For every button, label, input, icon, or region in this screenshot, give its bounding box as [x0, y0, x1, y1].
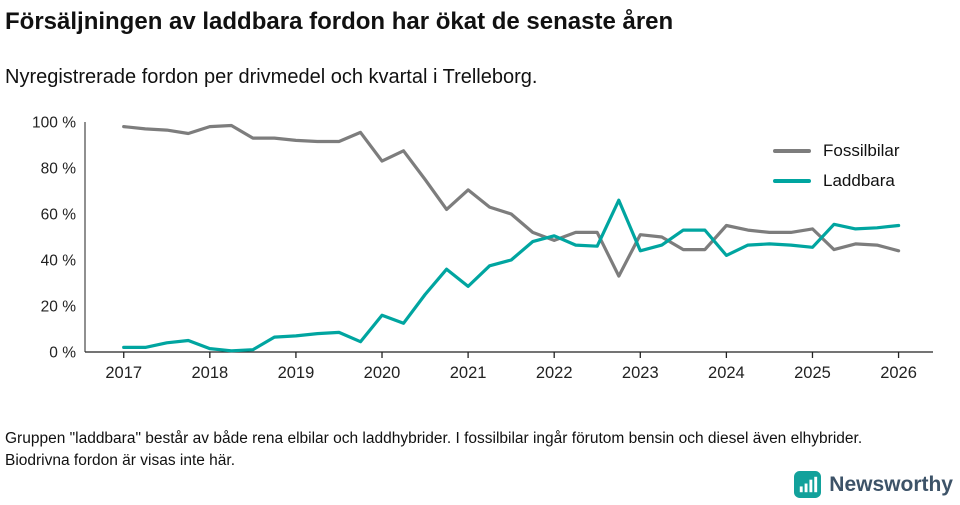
svg-text:80 %: 80 %	[41, 161, 77, 178]
svg-text:2019: 2019	[278, 364, 315, 382]
svg-text:40 %: 40 %	[41, 253, 77, 270]
svg-text:2025: 2025	[794, 364, 831, 382]
svg-text:2017: 2017	[105, 364, 142, 382]
svg-text:100 %: 100 %	[32, 115, 76, 132]
legend-swatch-laddbara	[773, 179, 811, 183]
chart-title: Försäljningen av laddbara fordon har öka…	[5, 8, 674, 35]
newsworthy-logo: Newsworthy	[794, 471, 953, 498]
legend-item-laddbara: Laddbara	[773, 171, 900, 191]
svg-text:20 %: 20 %	[41, 299, 77, 316]
svg-text:2024: 2024	[708, 364, 745, 382]
legend-label-laddbara: Laddbara	[823, 171, 895, 190]
legend-swatch-fossilbilar	[773, 149, 811, 153]
svg-text:0 %: 0 %	[49, 345, 76, 362]
svg-text:60 %: 60 %	[41, 207, 77, 224]
legend-label-fossilbilar: Fossilbilar	[823, 141, 900, 160]
svg-text:2026: 2026	[880, 364, 917, 382]
svg-text:2021: 2021	[450, 364, 487, 382]
chart-footnote: Gruppen "laddbara" består av både rena e…	[5, 430, 863, 470]
svg-text:2018: 2018	[191, 364, 228, 382]
chart-legend: Fossilbilar Laddbara	[773, 141, 900, 191]
legend-item-fossilbilar: Fossilbilar	[773, 141, 900, 161]
chart-subtitle: Nyregistrerade fordon per drivmedel och …	[5, 66, 538, 88]
svg-text:2020: 2020	[364, 364, 401, 382]
svg-text:2022: 2022	[536, 364, 573, 382]
line-chart: 0 % 20 % 40 % 60 % 80 % 100 % 2017 2018 2019 2020…	[32, 115, 933, 382]
newsworthy-logo-icon	[794, 471, 822, 498]
svg-text:2023: 2023	[622, 364, 659, 382]
newsworthy-logo-text: Newsworthy	[829, 472, 953, 496]
